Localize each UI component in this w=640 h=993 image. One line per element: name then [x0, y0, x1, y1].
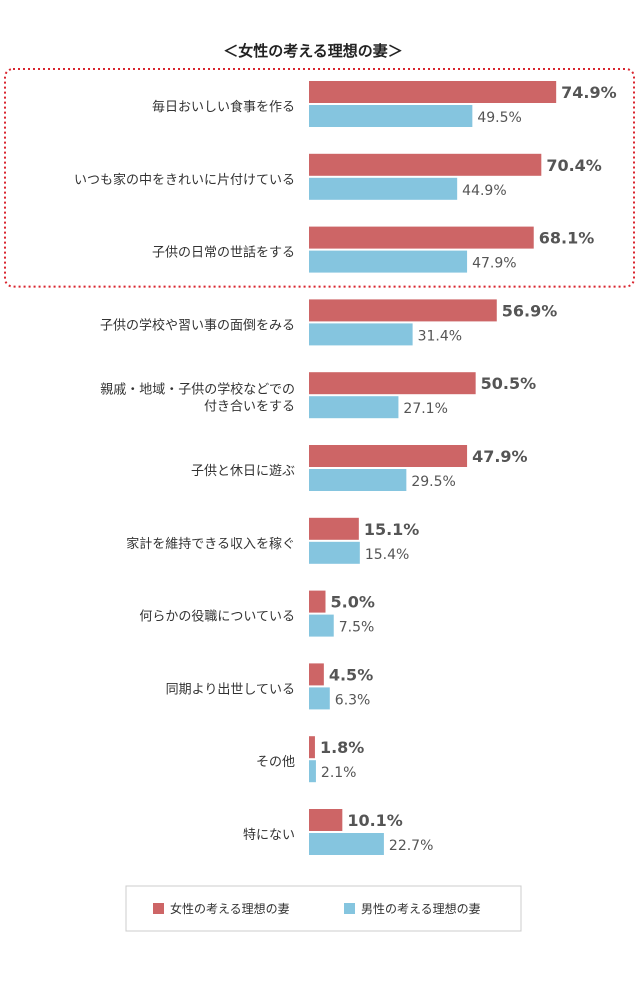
bar-male — [309, 687, 330, 710]
category-label: 何らかの役職についている — [139, 609, 295, 625]
category-label: その他 — [256, 755, 295, 770]
category-label: 毎日おいしい食事を作る — [152, 99, 295, 115]
bar-row: 毎日おいしい食事を作る 74.9% 49.5% — [152, 81, 617, 127]
data-label: 56.9% — [502, 301, 558, 320]
bar-row: 子供と休日に遊ぶ 47.9% 29.5% — [191, 445, 528, 491]
data-label: 15.4% — [365, 547, 409, 563]
data-label: 10.1% — [347, 811, 403, 830]
bar-row: 子供の学校や習い事の面倒をみる 56.9% 31.4% — [100, 299, 558, 346]
bar-male — [309, 469, 407, 491]
bar-female — [309, 372, 476, 395]
category-label: 子供と休日に遊ぶ — [191, 464, 295, 479]
bar-female — [309, 590, 326, 613]
bar-female — [309, 445, 468, 467]
data-label: 74.9% — [561, 83, 617, 102]
legend-swatch — [344, 903, 355, 914]
legend-label: 女性の考える理想の妻 — [170, 901, 290, 916]
bar-row: 子供の日常の世話をする 68.1% 47.9% — [152, 226, 595, 273]
data-label: 1.8% — [320, 738, 364, 757]
bar-female — [309, 809, 343, 831]
data-label: 70.4% — [546, 156, 602, 175]
data-label: 31.4% — [418, 328, 462, 344]
bar-male — [309, 760, 316, 783]
category-label: 家計を維持できる収入を稼ぐ — [126, 536, 295, 552]
legend-item: 女性の考える理想の妻 — [153, 901, 290, 916]
category-label: 特にない — [243, 828, 295, 843]
data-label: 49.5% — [477, 110, 521, 126]
legend-label: 男性の考える理想の妻 — [361, 901, 481, 916]
bar-male — [309, 105, 473, 127]
bar-male — [309, 614, 334, 637]
legend-item: 男性の考える理想の妻 — [344, 901, 481, 916]
bar-female — [309, 226, 534, 249]
legend-frame — [125, 885, 522, 932]
bar-rows: 毎日おいしい食事を作る 74.9% 49.5% いつも家の中をきれいに片付けている 70… — [74, 81, 617, 855]
data-label: 22.7% — [389, 838, 433, 854]
category-label: 同期より出世している — [166, 682, 295, 697]
data-label: 7.5% — [339, 620, 375, 636]
data-label: 68.1% — [539, 229, 595, 248]
bar-male — [309, 833, 384, 855]
bar-female — [309, 299, 497, 322]
chart-title: ＜女性の考える理想の妻＞ — [223, 42, 403, 60]
category-label: 付き合いをする — [204, 400, 295, 415]
data-label: 27.1% — [403, 401, 447, 417]
category-label: いつも家の中をきれいに片付けている — [74, 172, 295, 188]
bar-female — [309, 517, 359, 540]
data-label: 6.3% — [335, 692, 371, 708]
data-label: 50.5% — [481, 374, 537, 393]
legend: 女性の考える理想の妻 男性の考える理想の妻 — [125, 885, 522, 932]
bar-row: 同期より出世している 4.5% 6.3% — [166, 663, 373, 710]
bar-female — [309, 153, 542, 176]
category-label: 子供の日常の世話をする — [152, 245, 295, 261]
bar-male — [309, 396, 399, 419]
bar-male — [309, 177, 458, 200]
bar-row: 特にない 10.1% 22.7% — [243, 809, 433, 855]
data-label: 5.0% — [331, 593, 375, 612]
bar-row: その他 1.8% 2.1% — [256, 736, 364, 783]
highlight-box — [4, 68, 635, 288]
data-label: 15.1% — [364, 520, 420, 539]
data-label: 47.9% — [472, 447, 528, 466]
bar-female — [309, 663, 324, 686]
bar-row: いつも家の中をきれいに片付けている 70.4% 44.9% — [74, 153, 602, 200]
category-label: 子供の学校や習い事の面倒をみる — [100, 317, 295, 333]
bar-row: 何らかの役職についている 5.0% 7.5% — [139, 590, 375, 637]
bar-row: 家計を維持できる収入を稼ぐ 15.1% 15.4% — [126, 517, 420, 564]
bar-male — [309, 250, 468, 273]
data-label: 4.5% — [329, 665, 373, 684]
legend-swatch — [153, 903, 164, 914]
bar-male — [309, 541, 360, 564]
data-label: 29.5% — [411, 474, 455, 490]
bar-male — [309, 323, 413, 346]
data-label: 44.9% — [462, 183, 506, 199]
bar-female — [309, 736, 315, 759]
data-label: 2.1% — [321, 765, 357, 781]
data-label: 47.9% — [472, 256, 516, 272]
category-label: 親戚・地域・子供の学校などでの — [100, 382, 295, 398]
bar-female — [309, 81, 557, 103]
